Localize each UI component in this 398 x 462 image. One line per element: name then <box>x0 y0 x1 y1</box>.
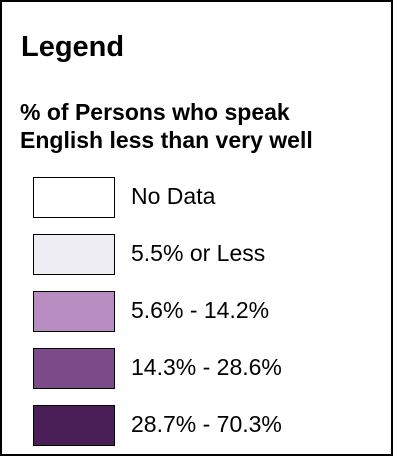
legend-item-no-data: No Data <box>33 177 383 234</box>
legend-swatch-no-data <box>33 177 115 218</box>
legend-item-5-5-or-less: 5.5% or Less <box>33 234 383 291</box>
legend-swatch-14-3-to-28-6 <box>33 348 115 389</box>
legend-panel: Legend % of Persons who speak English le… <box>0 0 393 456</box>
legend-label-28-7-to-70-3: 28.7% - 70.3% <box>131 411 282 437</box>
legend-list: No Data 5.5% or Less 5.6% - 14.2% 14.3% … <box>33 177 383 462</box>
legend-subtitle-line-2: English less than very well <box>20 127 313 153</box>
legend-title: Legend <box>21 31 125 63</box>
legend-subtitle-line-1: % of Persons who speak <box>20 99 290 125</box>
legend-item-14-3-to-28-6: 14.3% - 28.6% <box>33 348 383 405</box>
legend-label-5-5-or-less: 5.5% or Less <box>131 240 266 266</box>
legend-label-14-3-to-28-6: 14.3% - 28.6% <box>131 354 282 380</box>
legend-swatch-5-5-or-less <box>33 234 115 275</box>
legend-item-5-6-to-14-2: 5.6% - 14.2% <box>33 291 383 348</box>
legend-swatch-28-7-to-70-3 <box>33 405 115 446</box>
legend-label-no-data: No Data <box>131 183 216 209</box>
legend-swatch-5-6-to-14-2 <box>33 291 115 332</box>
legend-item-28-7-to-70-3: 28.7% - 70.3% <box>33 405 383 462</box>
legend-label-5-6-to-14-2: 5.6% - 14.2% <box>131 297 270 323</box>
legend-subtitle: % of Persons who speak English less than… <box>20 98 388 154</box>
